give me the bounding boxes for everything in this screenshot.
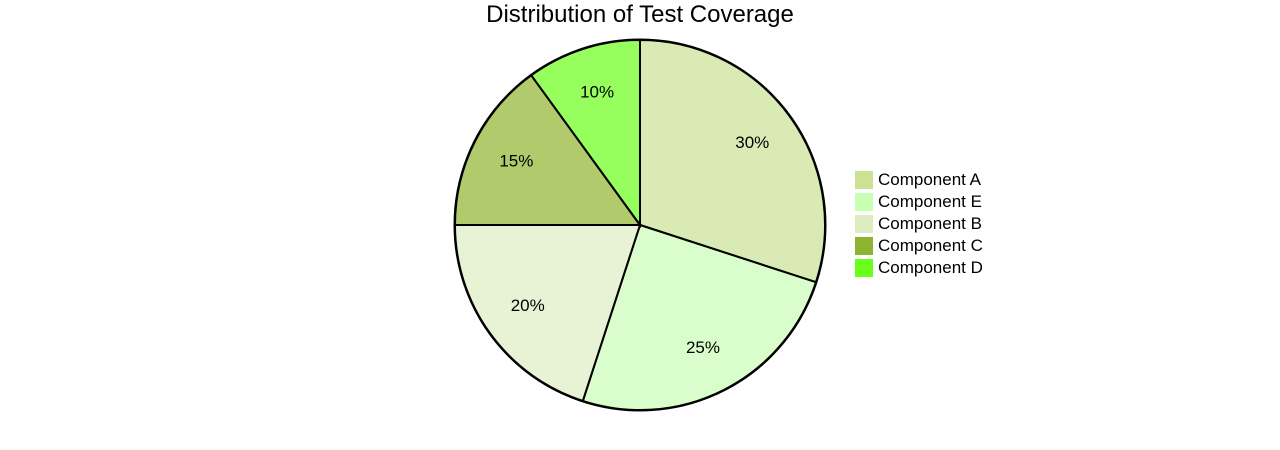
slice-percent-label: 30%	[735, 133, 769, 152]
pie-outline	[453, 38, 827, 412]
legend-item: Component C	[855, 235, 983, 257]
legend-item: Component A	[855, 169, 983, 191]
legend-item: Component D	[855, 257, 983, 279]
legend-swatch-icon	[855, 215, 873, 233]
legend-label: Component E	[878, 192, 982, 211]
legend-label: Component C	[878, 236, 983, 255]
chart-title: Distribution of Test Coverage	[486, 1, 794, 28]
legend-label: Component A	[878, 170, 982, 189]
legend-label: Component B	[878, 214, 982, 233]
pie-slices	[453, 38, 826, 411]
legend-swatch-icon	[855, 259, 873, 277]
legend-swatch-icon	[855, 171, 873, 189]
legend-swatch-icon	[855, 193, 873, 211]
pie-labels: 30% 25% 20% 15% 10%	[499, 83, 769, 358]
legend-swatch-icon	[855, 237, 873, 255]
slice-percent-label: 25%	[686, 338, 720, 357]
legend: Component A Component E Component B Comp…	[855, 169, 983, 279]
legend-label: Component D	[878, 258, 983, 277]
legend-item: Component B	[855, 213, 983, 235]
slice-percent-label: 10%	[580, 83, 614, 102]
slice-percent-label: 20%	[511, 296, 545, 315]
legend-item: Component E	[855, 191, 983, 213]
slice-percent-label: 15%	[499, 151, 533, 170]
